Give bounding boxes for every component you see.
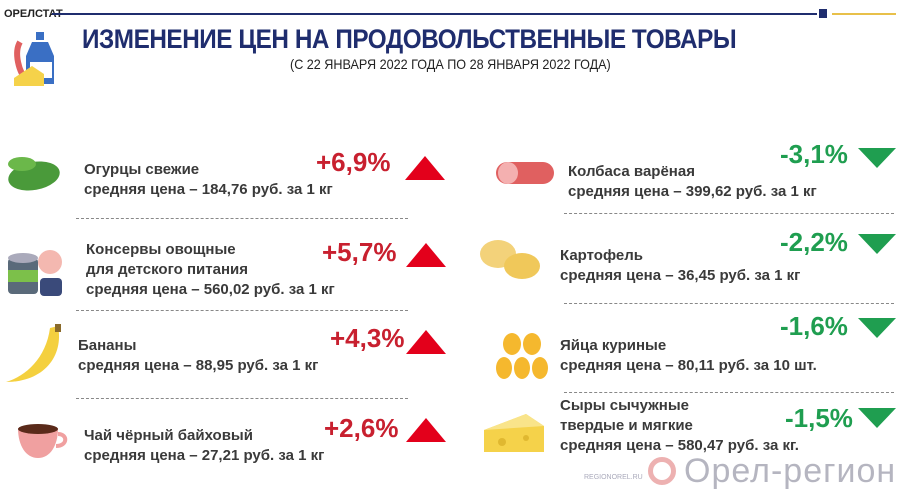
item-boiled-sausage: Колбаса варёная средняя цена – 399,62 руб… <box>568 162 817 202</box>
item-name: Картофель <box>560 247 643 264</box>
item-cucumbers: Огурцы свежие средняя цена – 184,76 руб. … <box>84 160 333 200</box>
divider <box>76 310 408 311</box>
divider <box>564 392 894 393</box>
change-value: -1,5% <box>785 403 853 433</box>
item-price: средняя цена – 580,47 руб. за кг. <box>560 437 799 454</box>
item-name: Яйца куриные <box>560 337 667 354</box>
divider-marker <box>819 9 827 18</box>
item-price: средняя цена – 184,76 руб. за 1 кг <box>84 181 333 198</box>
item-canned-vegetables: Консервы овощные для детского питания сред… <box>86 240 335 300</box>
item-price: средняя цена – 88,95 руб. за 1 кг <box>78 357 319 374</box>
page-title: ИЗМЕНЕНИЕ ЦЕН НА ПРОДОВОЛЬСТВЕННЫЕ ТОВАР… <box>82 24 737 54</box>
arrow-up-icon <box>405 156 445 180</box>
canned-food-icon <box>8 250 62 296</box>
item-bananas: Бананы средняя цена – 88,95 руб. за 1 кг <box>78 336 318 376</box>
item-potatoes: Картофель средняя цена – 36,45 руб. за 1 … <box>560 246 800 286</box>
cheese-icon <box>484 414 544 452</box>
divider <box>52 13 472 15</box>
arrow-down-icon <box>858 318 896 338</box>
arrow-up-icon <box>406 330 446 354</box>
item-name: для детского питания <box>86 261 248 278</box>
change-value: -2,2% <box>780 227 848 257</box>
item-name: Чай чёрный байховый <box>84 427 253 444</box>
watermark-logo-icon <box>648 457 676 485</box>
watermark-url: REGIONOREL.RU <box>584 474 643 481</box>
item-name: Сыры сычужные <box>560 397 690 414</box>
arrow-down-icon <box>858 408 896 428</box>
item-eggs: Яйца куриные средняя цена – 80,11 руб. за… <box>560 336 817 376</box>
divider <box>564 213 894 214</box>
eggs-icon <box>496 333 548 379</box>
brand: ОРЕЛСТАТ <box>4 8 63 20</box>
arrow-up-icon <box>406 243 446 267</box>
watermark: Орел-регион <box>684 452 897 490</box>
tea-cup-icon <box>18 424 68 458</box>
arrow-up-icon <box>406 418 446 442</box>
divider <box>76 218 408 219</box>
arrow-down-icon <box>858 234 896 254</box>
item-name: Консервы овощные <box>86 241 236 258</box>
item-name: Огурцы свежие <box>84 161 200 178</box>
banana-icon <box>6 324 61 382</box>
item-price: твердые и мягкие <box>560 417 693 434</box>
item-black-tea: Чай чёрный байховый средняя цена – 27,21 … <box>84 426 324 466</box>
change-value: +2,6% <box>324 413 399 443</box>
item-name: Колбаса варёная <box>568 163 695 180</box>
item-price: средняя цена – 27,21 руб. за 1 кг <box>84 447 325 464</box>
sausage-icon <box>496 162 554 184</box>
divider <box>472 13 817 15</box>
item-price: средняя цена – 36,45 руб. за 1 кг <box>560 267 801 284</box>
change-value: +5,7% <box>322 237 397 267</box>
cucumber-icon <box>8 157 60 191</box>
divider <box>76 398 408 399</box>
change-value: +6,9% <box>316 147 391 177</box>
change-value: -3,1% <box>780 139 848 169</box>
item-price: средняя цена – 80,11 руб. за 10 шт. <box>560 357 817 374</box>
item-name: Бананы <box>78 337 137 354</box>
divider <box>832 13 896 15</box>
groceries-icon <box>14 32 54 86</box>
arrow-down-icon <box>858 148 896 168</box>
page-subtitle: (С 22 ЯНВАРЯ 2022 ГОДА ПО 28 ЯНВАРЯ 2022… <box>290 56 611 72</box>
item-rennet-cheeses: Сыры сычужные твердые и мягкие средняя цен… <box>560 396 799 456</box>
item-price: средняя цена – 399,62 руб. за 1 кг <box>568 183 817 200</box>
potato-icon <box>480 240 540 279</box>
divider <box>564 303 894 304</box>
change-value: +4,3% <box>330 323 405 353</box>
item-price: средняя цена – 560,02 руб. за 1 кг <box>86 281 335 298</box>
change-value: -1,6% <box>780 311 848 341</box>
